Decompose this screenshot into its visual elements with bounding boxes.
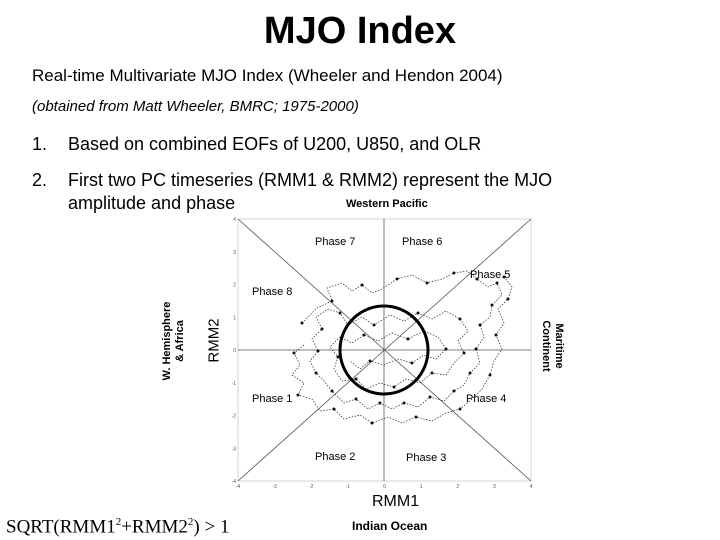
x-tick-label: 0	[383, 484, 386, 489]
phase-3-label: Phase 3	[406, 452, 447, 464]
x-tick-label: -1	[346, 484, 351, 489]
bullet-2-continuation: amplitude and phase	[68, 193, 236, 213]
region-w-hemisphere-line2: & Africa	[174, 320, 186, 362]
y-tick-label: 1	[233, 315, 236, 321]
rmm1-axis-label: RMM1	[372, 493, 420, 510]
x-tick-label: 1	[420, 484, 423, 489]
trajectory-points	[292, 271, 510, 425]
region-w-hemisphere-line1: W. Hemisphere	[161, 301, 173, 381]
phase-2-label: Phase 2	[315, 451, 356, 463]
region-w-hemisphere-africa: W. Hemisphere & Africa	[161, 301, 187, 381]
x-tick-label: 3	[493, 484, 496, 489]
region-maritime-continent: Maritime Continent	[539, 306, 565, 386]
x-tick-label: -3	[272, 484, 277, 489]
y-tick-label: 0	[233, 348, 236, 354]
bullet-1-text: Based on combined EOFs of U200, U850, an…	[68, 134, 482, 154]
formula-exponent: 2	[115, 516, 122, 528]
bullet-2-number: 2.	[32, 170, 48, 190]
source-note: (obtained from Matt Wheeler, BMRC; 1975-…	[32, 98, 359, 115]
y-tick-label: -2	[232, 414, 236, 420]
formula-part: +RMM2	[121, 516, 188, 538]
y-tick-label: -1	[232, 381, 236, 387]
y-tick-label: -3	[232, 446, 236, 452]
phase-1-label: Phase 1	[252, 393, 293, 405]
bullet-1-number: 1.	[32, 134, 48, 154]
phase-6-label: Phase 6	[402, 236, 443, 248]
x-tick-label: -4	[236, 484, 241, 489]
mjo-phase-diagram: -4 -3 -2 -1 0 1 2 3 4 -4 -3 -2 -1 0 1 2 3 4	[232, 217, 533, 489]
unit-amplitude-circle	[338, 304, 430, 396]
subtitle: Real-time Multivariate MJO Index (Wheele…	[32, 66, 503, 85]
bullet-2-text: First two PC timeseries (RMM1 & RMM2) re…	[68, 170, 553, 190]
rmm2-axis-label: RMM2	[205, 318, 223, 363]
rmm-trajectory	[291, 270, 513, 424]
formula-part: ) > 1	[193, 516, 230, 538]
x-tick-label: 2	[456, 484, 459, 489]
formula-part: SQRT(RMM1	[6, 516, 116, 538]
y-tick-labels: -4 -3 -2 -1 0 1 2 3 4	[232, 217, 236, 485]
y-tick-label: 3	[233, 250, 236, 256]
bullet-2: 2. First two PC timeseries (RMM1 & RMM2) …	[32, 170, 552, 191]
bullet-1: 1. Based on combined EOFs of U200, U850, …	[32, 134, 481, 155]
region-indian-ocean: Indian Ocean	[352, 519, 428, 533]
phase-7-label: Phase 7	[315, 236, 356, 248]
region-maritime-line2: Continent	[540, 320, 552, 372]
region-western-pacific: Western Pacific	[346, 198, 428, 210]
page-title: MJO Index	[263, 10, 457, 52]
amplitude-formula: SQRT(RMM12+RMM22) > 1	[6, 516, 229, 538]
phase-4-label: Phase 4	[466, 393, 507, 405]
y-tick-label: 4	[233, 217, 236, 223]
phase-8-label: Phase 8	[252, 286, 293, 298]
region-maritime-line1: Maritime	[553, 323, 565, 369]
y-tick-label: -4	[232, 479, 236, 485]
x-tick-label: -2	[309, 484, 314, 489]
x-tick-label: 4	[530, 484, 533, 489]
phase-5-label: Phase 5	[470, 269, 511, 281]
y-tick-label: 2	[233, 283, 236, 289]
formula-exponent: 2	[187, 516, 194, 528]
x-tick-labels: -4 -3 -2 -1 0 1 2 3 4	[236, 484, 533, 489]
